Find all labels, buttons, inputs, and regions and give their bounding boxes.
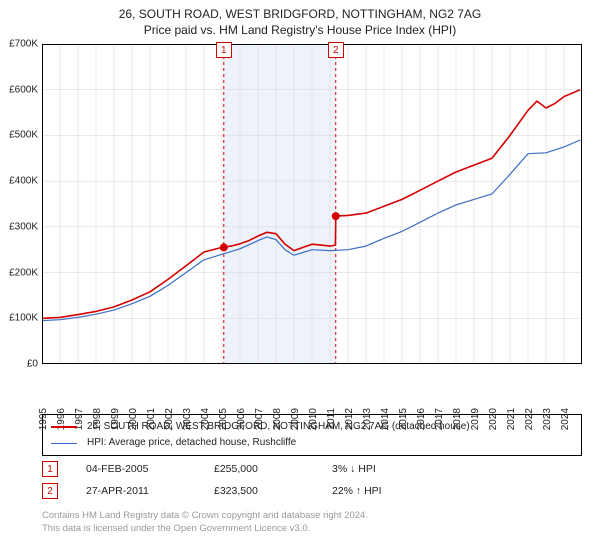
legend-row-hpi: HPI: Average price, detached house, Rush… xyxy=(51,435,573,451)
annotation-date-2: 27-APR-2011 xyxy=(86,480,186,502)
annotation-pct-1: 3% ↓ HPI xyxy=(332,458,442,480)
annotation-row-1: 1 04-FEB-2005 £255,000 3% ↓ HPI xyxy=(42,458,582,480)
legend-swatch-property xyxy=(51,426,77,428)
title-line1: 26, SOUTH ROAD, WEST BRIDGFORD, NOTTINGH… xyxy=(0,6,600,22)
y-tick-label: £0 xyxy=(27,359,38,370)
chart-area: £0£100K£200K£300K£400K£500K£600K£700K 19… xyxy=(42,44,582,404)
chart-svg xyxy=(42,44,582,364)
y-tick-label: £200K xyxy=(9,267,38,278)
annotation-marker-2: 2 xyxy=(42,483,58,499)
title-line2: Price paid vs. HM Land Registry's House … xyxy=(0,22,600,38)
legend-box: 26, SOUTH ROAD, WEST BRIDGFORD, NOTTINGH… xyxy=(42,414,582,456)
footer-line1: Contains HM Land Registry data © Crown c… xyxy=(42,510,582,523)
annotation-row-2: 2 27-APR-2011 £323,500 22% ↑ HPI xyxy=(42,480,582,502)
y-tick-label: £300K xyxy=(9,221,38,232)
y-tick-label: £500K xyxy=(9,130,38,141)
y-tick-label: £600K xyxy=(9,84,38,95)
title-block: 26, SOUTH ROAD, WEST BRIDGFORD, NOTTINGH… xyxy=(0,0,600,38)
y-tick-label: £100K xyxy=(9,313,38,324)
annotation-marker-1: 1 xyxy=(42,461,58,477)
legend-label-property: 26, SOUTH ROAD, WEST BRIDGFORD, NOTTINGH… xyxy=(87,419,470,435)
footer-line2: This data is licensed under the Open Gov… xyxy=(42,523,582,536)
annotation-pct-2: 22% ↑ HPI xyxy=(332,480,442,502)
legend-row-property: 26, SOUTH ROAD, WEST BRIDGFORD, NOTTINGH… xyxy=(51,419,573,435)
annotation-table: 1 04-FEB-2005 £255,000 3% ↓ HPI 2 27-APR… xyxy=(42,458,582,502)
annotation-price-2: £323,500 xyxy=(214,480,304,502)
chart-container: 26, SOUTH ROAD, WEST BRIDGFORD, NOTTINGH… xyxy=(0,0,600,560)
y-tick-label: £700K xyxy=(9,39,38,50)
y-tick-label: £400K xyxy=(9,176,38,187)
legend-swatch-hpi xyxy=(51,443,77,444)
annotation-price-1: £255,000 xyxy=(214,458,304,480)
footer: Contains HM Land Registry data © Crown c… xyxy=(42,510,582,536)
annotation-date-1: 04-FEB-2005 xyxy=(86,458,186,480)
legend-label-hpi: HPI: Average price, detached house, Rush… xyxy=(87,435,296,451)
